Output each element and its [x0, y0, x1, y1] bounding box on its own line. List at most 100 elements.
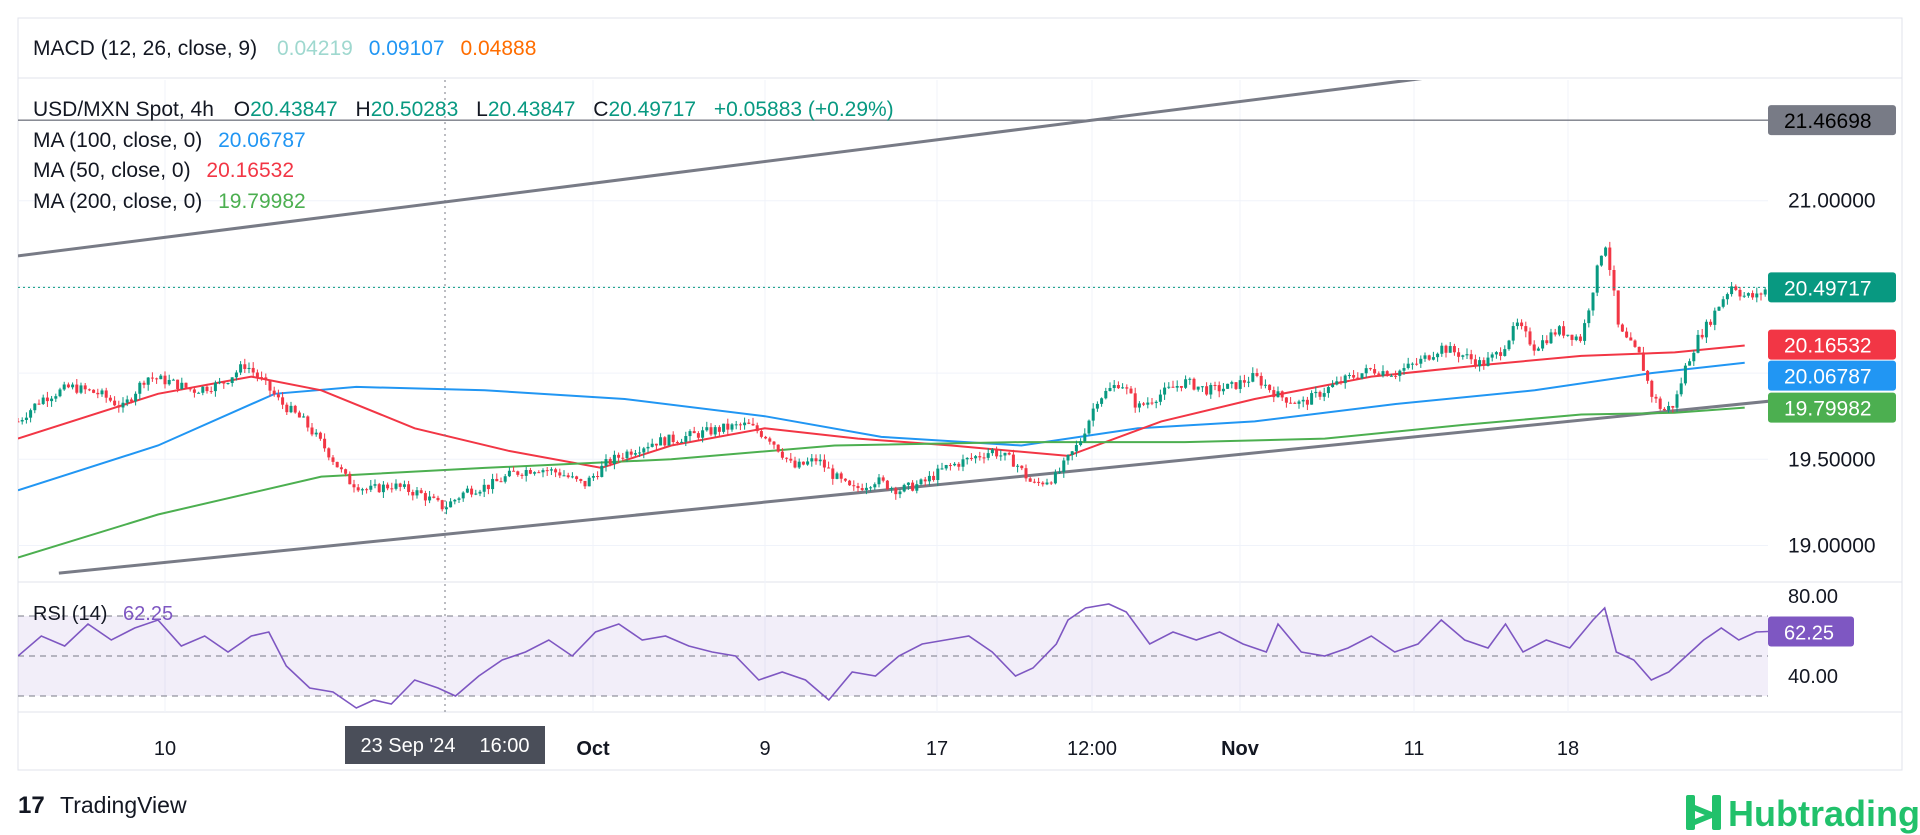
- candle-body-367: [1557, 326, 1561, 335]
- candle-body-246: [1049, 482, 1053, 484]
- candle-body-13: [71, 384, 75, 388]
- candle-body-179: [768, 438, 772, 442]
- candle-body-335: [1423, 355, 1427, 359]
- candle-body-227: [969, 457, 973, 459]
- candle-body-262: [1116, 385, 1120, 389]
- candle-body-176: [755, 425, 759, 432]
- candle-body-83: [365, 489, 369, 491]
- candle-body-126: [545, 470, 549, 472]
- candle-body-157: [675, 442, 679, 444]
- tradingview-logo[interactable]: 17 TradingView: [18, 792, 187, 819]
- candle-body-119: [516, 471, 520, 475]
- candle-body-26: [125, 399, 129, 403]
- candle-body-224: [957, 463, 961, 467]
- candle-body-252: [1074, 445, 1078, 452]
- candle-body-166: [713, 427, 717, 435]
- ohlc-open: 20.43847: [250, 98, 338, 121]
- candle-body-63: [281, 397, 285, 405]
- candle-body-5: [37, 403, 41, 405]
- candle-body-7: [45, 397, 49, 402]
- hubtrading-logo: Hubtrading: [1686, 793, 1920, 834]
- candle-body-171: [734, 424, 738, 426]
- candle-body-257: [1095, 403, 1099, 409]
- candle-body-75: [331, 457, 335, 462]
- candle-body-202: [864, 487, 868, 491]
- candle-body-402: [1704, 321, 1708, 338]
- candle-body-203: [869, 487, 873, 489]
- candle-body-284: [1209, 384, 1213, 395]
- tradingview-mark-icon: 17: [18, 792, 45, 819]
- candle-body-389: [1650, 380, 1654, 397]
- candle-body-247: [1053, 472, 1057, 484]
- ohlc-high: 20.50283: [371, 98, 459, 121]
- price-tag-text-3: 20.06787: [1784, 366, 1872, 389]
- candle-body-371: [1574, 336, 1578, 340]
- ma200-label: MA (200, close, 0): [33, 190, 202, 213]
- candle-body-117: [507, 470, 511, 477]
- candle-body-180: [772, 441, 776, 445]
- candle-body-411: [1742, 295, 1746, 297]
- candle-body-285: [1213, 384, 1217, 386]
- candle-body-260: [1108, 387, 1112, 391]
- candle-body-101: [440, 500, 444, 510]
- candle-body-338: [1436, 353, 1440, 358]
- candle-body-47: [213, 382, 217, 392]
- candle-body-240: [1024, 468, 1028, 479]
- candle-body-163: [701, 430, 705, 438]
- candle-body-350: [1486, 357, 1490, 366]
- candle-body-39: [180, 382, 184, 389]
- price-tag-bg-2: [1768, 329, 1896, 360]
- candle-body-138: [596, 476, 600, 478]
- candle-body-46: [209, 391, 213, 393]
- candle-body-278: [1184, 379, 1188, 388]
- ma100-label: MA (100, close, 0): [33, 129, 202, 152]
- candle-body-412: [1746, 293, 1750, 296]
- candle-body-415: [1759, 293, 1763, 295]
- candle-body-21: [104, 390, 108, 398]
- candle-body-372: [1578, 336, 1582, 341]
- candle-body-306: [1301, 399, 1305, 402]
- candle-body-354: [1503, 349, 1507, 356]
- candle-body-387: [1641, 352, 1645, 371]
- macd-value-2: 0.09107: [369, 37, 445, 60]
- candle-body-140: [604, 459, 608, 466]
- candle-body-377: [1599, 255, 1603, 266]
- candle-body-94: [411, 491, 415, 496]
- candle-body-363: [1541, 340, 1545, 349]
- ma100-value: 20.06787: [218, 129, 306, 152]
- candle-body-269: [1146, 402, 1150, 405]
- candle-body-382: [1620, 324, 1624, 332]
- candle-body-254: [1083, 433, 1087, 442]
- candle-body-212: [906, 482, 910, 485]
- candle-body-289: [1230, 382, 1234, 384]
- candle-body-41: [188, 387, 192, 390]
- hubtrading-h-icon: [1686, 795, 1721, 830]
- candle-body-344: [1461, 355, 1465, 357]
- candle-body-314: [1335, 381, 1339, 385]
- candle-body-263: [1121, 387, 1125, 389]
- candle-body-357: [1515, 322, 1519, 327]
- candle-body-302: [1284, 397, 1288, 403]
- candle-body-68: [302, 416, 306, 418]
- candle-body-272: [1158, 394, 1162, 402]
- candle-body-90: [394, 483, 398, 489]
- candle-body-0: [18, 421, 20, 423]
- trendline-upper: [18, 80, 1423, 258]
- candle-body-249: [1062, 460, 1066, 472]
- time-tick-label-5: Nov: [1221, 738, 1260, 760]
- candle-body-147: [633, 453, 637, 455]
- candle-body-181: [776, 444, 780, 452]
- candle-body-248: [1058, 471, 1062, 473]
- candle-body-359: [1524, 326, 1528, 332]
- candle-body-390: [1654, 396, 1658, 399]
- ohlc-open-label: O: [234, 98, 250, 121]
- candle-body-4: [33, 403, 37, 411]
- candle-body-298: [1268, 384, 1272, 391]
- candle-body-407: [1725, 294, 1729, 300]
- candle-body-209: [894, 488, 898, 495]
- candle-body-146: [629, 451, 633, 455]
- candle-body-116: [503, 476, 507, 482]
- candle-body-231: [986, 453, 990, 458]
- candle-body-175: [751, 423, 755, 426]
